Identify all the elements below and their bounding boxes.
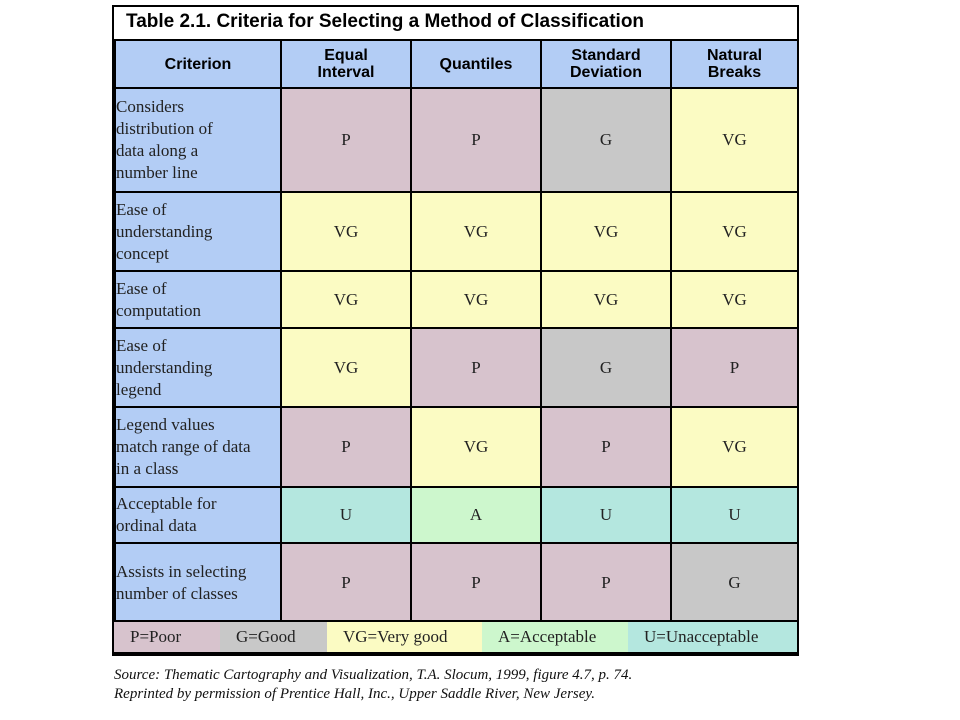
legend-item-very-good: VG=Very good: [327, 622, 482, 652]
rating-cell: P: [540, 406, 672, 488]
rating-cell: P: [410, 542, 542, 624]
rating-cell: A: [410, 486, 542, 544]
rating-cell: U: [280, 486, 412, 544]
rating-cell: VG: [410, 406, 542, 488]
rating-cell: VG: [670, 191, 799, 272]
rating-cell: VG: [280, 191, 412, 272]
table-header-row: Criterion Equal Interval Quantiles Stand…: [114, 39, 799, 89]
rating-cell: VG: [670, 406, 799, 488]
table-row: Ease of understanding legend VG P G P: [114, 327, 799, 408]
criterion-cell: Considers distribution of data along a n…: [114, 87, 282, 193]
rating-cell: VG: [280, 270, 412, 329]
table-row: Considers distribution of data along a n…: [114, 87, 799, 193]
legend-item-good: G=Good: [220, 622, 327, 652]
rating-cell: VG: [410, 191, 542, 272]
rating-cell: U: [670, 486, 799, 544]
criterion-cell: Ease of understanding legend: [114, 327, 282, 408]
rating-legend: P=Poor G=Good VG=Very good A=Acceptable …: [114, 620, 797, 654]
header-natural-breaks: Natural Breaks: [670, 39, 799, 89]
rating-cell: G: [540, 327, 672, 408]
rating-cell: P: [410, 87, 542, 193]
source-line: Source: Thematic Cartography and Visuali…: [114, 667, 633, 683]
rating-cell: P: [410, 327, 542, 408]
permission-line: Reprinted by permission of Prentice Hall…: [114, 686, 596, 702]
source-citation: Source: Thematic Cartography and Visuali…: [114, 666, 894, 704]
rating-cell: VG: [670, 87, 799, 193]
rating-cell: VG: [670, 270, 799, 329]
rating-cell: VG: [410, 270, 542, 329]
rating-cell: P: [670, 327, 799, 408]
rating-cell: G: [670, 542, 799, 624]
rating-cell: VG: [540, 270, 672, 329]
criterion-cell: Ease of computation: [114, 270, 282, 329]
rating-cell: P: [280, 87, 412, 193]
table-row: Acceptable for ordinal data U A U U: [114, 486, 799, 544]
rating-cell: VG: [280, 327, 412, 408]
header-quantiles: Quantiles: [410, 39, 542, 89]
header-equal-interval: Equal Interval: [280, 39, 412, 89]
table-row: Assists in selecting number of classes P…: [114, 542, 799, 624]
rating-cell: G: [540, 87, 672, 193]
criterion-cell: Acceptable for ordinal data: [114, 486, 282, 544]
header-standard-deviation: Standard Deviation: [540, 39, 672, 89]
rating-cell: U: [540, 486, 672, 544]
rating-cell: P: [280, 406, 412, 488]
table-row: Legend values match range of data in a c…: [114, 406, 799, 488]
criterion-cell: Assists in selecting number of classes: [114, 542, 282, 624]
table-title: Table 2.1. Criteria for Selecting a Meth…: [114, 7, 797, 39]
legend-item-acceptable: A=Acceptable: [482, 622, 628, 652]
rating-cell: VG: [540, 191, 672, 272]
rating-cell: P: [540, 542, 672, 624]
legend-item-unacceptable: U=Unacceptable: [628, 622, 797, 652]
classification-table-frame: Table 2.1. Criteria for Selecting a Meth…: [112, 5, 799, 656]
rating-cell: P: [280, 542, 412, 624]
criterion-cell: Legend values match range of data in a c…: [114, 406, 282, 488]
legend-item-poor: P=Poor: [114, 622, 220, 652]
header-criterion: Criterion: [114, 39, 282, 89]
table-row: Ease of understanding concept VG VG VG V…: [114, 191, 799, 272]
criteria-table: Criterion Equal Interval Quantiles Stand…: [114, 39, 799, 624]
criterion-cell: Ease of understanding concept: [114, 191, 282, 272]
table-row: Ease of computation VG VG VG VG: [114, 270, 799, 329]
